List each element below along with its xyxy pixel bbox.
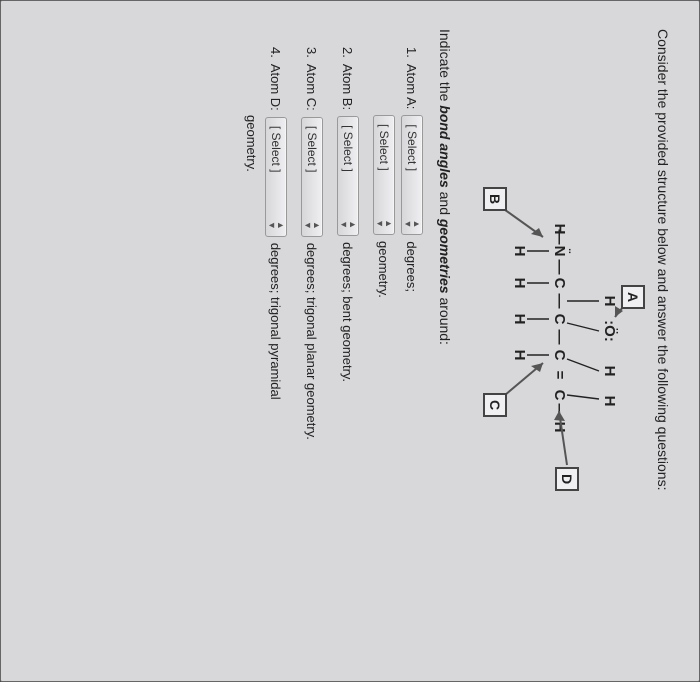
q2-num: 2. — [341, 47, 356, 58]
svg-text:C: C — [551, 390, 568, 401]
q3-label: Atom C: — [305, 64, 320, 111]
question-4-row1: 4. Atom D: [ Select ] ▲▼ degrees; trigon… — [265, 29, 287, 653]
svg-text:H: H — [601, 366, 618, 377]
chevron-down-icon: ▲▼ — [403, 219, 421, 228]
svg-text:—: — — [551, 230, 568, 245]
q1-tail2: geometry. — [377, 241, 392, 298]
indicate-prefix: Indicate the — [437, 29, 453, 105]
svg-text:H: H — [511, 246, 528, 257]
svg-text:H: H — [601, 396, 618, 407]
question-2-row: 2. Atom B: [ Select ] ▲▼ degrees; bent g… — [337, 29, 359, 653]
svg-text:H: H — [551, 422, 568, 433]
q1-select2-text: [ Select ] — [377, 124, 391, 171]
indicate-suffix: around: — [437, 294, 453, 345]
label-box-c: C — [483, 393, 507, 417]
q1-select1-text: [ Select ] — [405, 124, 419, 171]
chevron-down-icon: ▲▼ — [303, 221, 321, 230]
lewis-structure: H :Ö: H H H — N — C — C — C = C — — [471, 171, 641, 511]
chevron-down-icon: ▲▼ — [339, 220, 357, 229]
structure-svg: H :Ö: H H H — N — C — C — C = C — — [471, 171, 641, 511]
q4-tail1: degrees; trigonal pyramidal — [269, 243, 284, 400]
q1-tail1: degrees; — [405, 241, 420, 292]
question-4-row2: geometry. — [244, 29, 259, 653]
q2-select-text: [ Select ] — [341, 125, 355, 172]
q3-select-degrees[interactable]: [ Select ] ▲▼ — [301, 117, 323, 237]
svg-text:C: C — [551, 350, 568, 361]
svg-text:H: H — [511, 350, 528, 361]
label-box-a: A — [621, 285, 645, 309]
q4-num: 4. — [269, 47, 284, 58]
question-1-row2: [ Select ] ▲▼ geometry. — [373, 29, 395, 653]
q4-select-text: [ Select ] — [269, 126, 283, 173]
svg-text:H: H — [601, 296, 618, 307]
svg-text:=: = — [551, 371, 568, 380]
question-1-row1: 1. Atom A: [ Select ] ▲▼ degrees; — [401, 29, 423, 653]
svg-text:—: — — [551, 330, 568, 345]
indicate-text: Indicate the bond angles and geometries … — [437, 29, 453, 653]
worksheet: Consider the provided structure below an… — [0, 0, 700, 682]
q1-label: Atom A: — [405, 64, 420, 110]
svg-text:..: .. — [566, 248, 577, 254]
instruction-text: Consider the provided structure below an… — [655, 29, 671, 653]
q2-select-degrees[interactable]: [ Select ] ▲▼ — [337, 116, 359, 236]
question-3-row: 3. Atom C: [ Select ] ▲▼ degrees; trigon… — [301, 29, 323, 653]
q3-num: 3. — [305, 47, 320, 58]
indicate-bold2: geometries — [437, 219, 453, 294]
svg-text::Ö:: :Ö: — [601, 320, 618, 342]
svg-text:C: C — [551, 278, 568, 289]
svg-text:—: — — [551, 294, 568, 309]
label-box-b: B — [483, 187, 507, 211]
svg-text:C: C — [551, 314, 568, 325]
q2-tail: degrees; bent geometry. — [341, 242, 356, 382]
indicate-bold1: bond angles — [437, 105, 453, 187]
svg-text:H: H — [511, 278, 528, 289]
q3-tail: degrees; trigonal planar geometry. — [305, 243, 320, 440]
q3-select-text: [ Select ] — [305, 126, 319, 173]
chevron-down-icon: ▲▼ — [375, 219, 393, 228]
q1-num: 1. — [405, 47, 420, 58]
q2-label: Atom B: — [341, 64, 356, 110]
q4-label: Atom D: — [269, 64, 284, 111]
q1-select-degrees[interactable]: [ Select ] ▲▼ — [401, 115, 423, 235]
svg-text:H: H — [511, 314, 528, 325]
rotated-page: Consider the provided structure below an… — [0, 0, 700, 682]
indicate-mid: and — [437, 188, 453, 219]
svg-text:—: — — [551, 260, 568, 275]
q4-tail2: geometry. — [244, 115, 259, 172]
q4-select-degrees[interactable]: [ Select ] ▲▼ — [265, 117, 287, 237]
chevron-down-icon: ▲▼ — [267, 221, 285, 230]
label-box-d: D — [555, 467, 579, 491]
q1-select-geometry[interactable]: [ Select ] ▲▼ — [373, 115, 395, 235]
